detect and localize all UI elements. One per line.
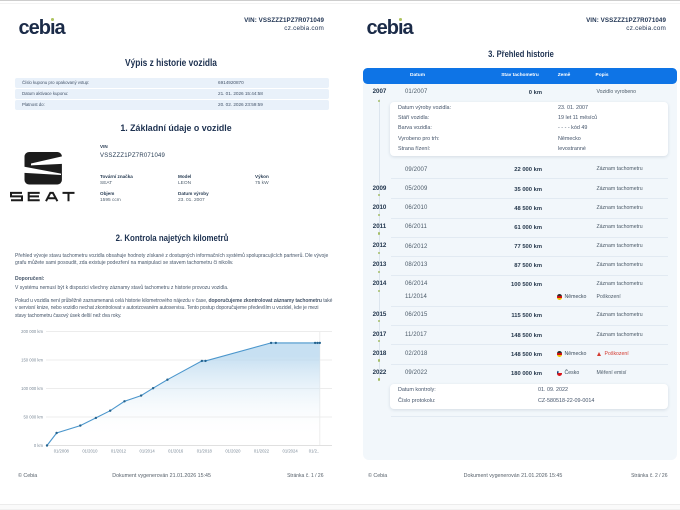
svg-text:50 000 km: 50 000 km: [23, 415, 43, 420]
svg-text:01/2020: 01/2020: [225, 449, 241, 454]
svg-text:01/2008: 01/2008: [54, 449, 70, 454]
svg-text:01/2..: 01/2..: [309, 449, 319, 454]
svg-text:150 000 km: 150 000 km: [21, 358, 43, 363]
svg-text:01/2024: 01/2024: [283, 449, 299, 454]
svg-text:01/2010: 01/2010: [82, 449, 98, 454]
svg-text:100 000 km: 100 000 km: [21, 386, 43, 391]
svg-text:200 000 km: 200 000 km: [21, 329, 43, 334]
svg-text:01/2012: 01/2012: [111, 449, 127, 454]
svg-text:01/2022: 01/2022: [254, 449, 270, 454]
svg-text:01/2018: 01/2018: [197, 449, 213, 454]
svg-text:0 km: 0 km: [34, 443, 44, 448]
svg-text:01/2014: 01/2014: [140, 449, 156, 454]
svg-text:01/2016: 01/2016: [168, 449, 184, 454]
